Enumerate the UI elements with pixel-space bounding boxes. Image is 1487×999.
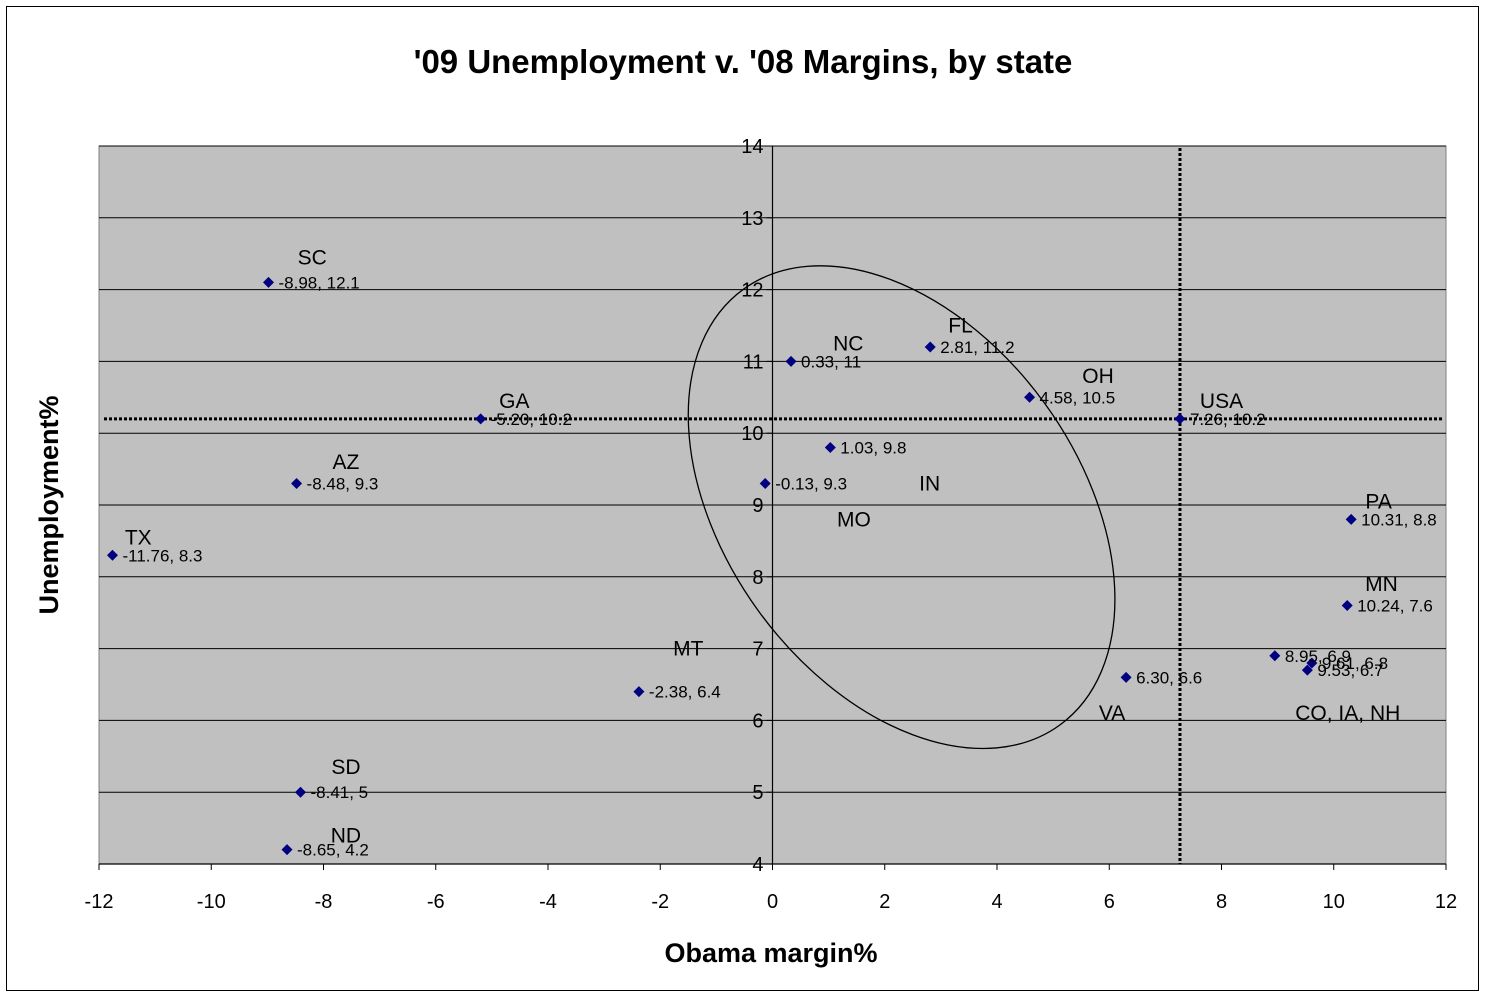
x-tick-label: 4 xyxy=(991,891,1002,913)
data-label: 8.95, 6.9 xyxy=(1285,647,1351,666)
state-label: NC xyxy=(833,332,863,355)
data-label: -8.41, 5 xyxy=(310,783,368,802)
data-label: -8.98, 12.1 xyxy=(278,273,359,292)
axes xyxy=(98,145,1447,870)
data-label: 1.03, 9.8 xyxy=(840,439,906,458)
y-tick-label: 13 xyxy=(741,208,763,230)
data-point xyxy=(1301,664,1313,676)
state-label: VA xyxy=(1099,702,1125,725)
data-point xyxy=(1306,657,1318,669)
state-label: MN xyxy=(1365,573,1398,596)
data-point xyxy=(1174,413,1186,425)
state-label: MO xyxy=(837,508,871,531)
x-tick-label: -4 xyxy=(539,891,557,913)
data-label: 9.53, 6.7 xyxy=(1317,661,1383,680)
y-tick-label: 10 xyxy=(741,423,763,445)
y-tick-label: 8 xyxy=(752,567,763,589)
y-tick-label: 11 xyxy=(743,351,764,373)
data-label: 0.33, 11 xyxy=(801,352,861,371)
data-label: 10.24, 7.6 xyxy=(1357,597,1433,616)
data-point xyxy=(1345,513,1357,525)
state-label: PA xyxy=(1365,490,1391,513)
data-point xyxy=(281,844,293,856)
state-label: ND xyxy=(331,824,361,847)
x-tick-label: -10 xyxy=(197,891,226,913)
data-label: -11.76, 8.3 xyxy=(122,546,202,565)
x-axis-title: Obama margin% xyxy=(664,938,877,968)
x-tick-label: -6 xyxy=(427,891,445,913)
data-label: 2.81, 11.2 xyxy=(940,338,1014,357)
data-label: 9.61, 6.8 xyxy=(1322,654,1388,673)
y-tick-label: 6 xyxy=(752,710,763,732)
state-annotations: SC GA AZ TX SD ND MT NC FL OH IN MO USA PA MN VA CO, IA,… xyxy=(125,246,1400,847)
state-label: OH xyxy=(1082,365,1114,388)
x-tick-label: -12 xyxy=(85,891,114,913)
data-point xyxy=(759,477,771,489)
state-label: AZ xyxy=(333,451,360,474)
data-point xyxy=(1269,650,1281,662)
data-label: -8.48, 9.3 xyxy=(307,474,379,493)
reference-lines xyxy=(104,148,1444,864)
data-label: 4.58, 10.5 xyxy=(1040,388,1116,407)
data-point xyxy=(1341,600,1353,612)
data-point xyxy=(824,442,836,454)
x-tick-label: -8 xyxy=(315,891,333,913)
data-label: -0.13, 9.3 xyxy=(775,474,847,493)
y-tick-label: 7 xyxy=(752,639,763,661)
y-tick-label: 9 xyxy=(752,495,763,517)
state-label: IN xyxy=(919,472,940,495)
x-tick-label: 8 xyxy=(1216,891,1227,913)
data-point xyxy=(1024,391,1036,403)
y-tick-label: 5 xyxy=(752,782,763,804)
data-label: -5.20, 10.2 xyxy=(491,410,572,429)
x-tick-label: 0 xyxy=(767,891,778,913)
data-point xyxy=(1120,671,1132,683)
state-label: GA xyxy=(499,390,529,413)
data-label: 7.26, 10.2 xyxy=(1190,410,1266,429)
data-point xyxy=(785,355,797,367)
state-label: MT xyxy=(673,638,703,661)
data-point xyxy=(262,276,274,288)
data-label: 10.31, 8.8 xyxy=(1361,510,1437,529)
y-axis-title: Unemployment% xyxy=(34,395,64,614)
state-label: SD xyxy=(331,756,360,779)
y-tick-label: 4 xyxy=(752,854,763,876)
state-label: FL xyxy=(948,315,973,338)
x-tick-label: 12 xyxy=(1435,891,1457,913)
data-points xyxy=(106,276,1357,856)
data-point xyxy=(294,786,306,798)
ellipse-outline xyxy=(687,265,1116,750)
state-label: CO, IA, NH xyxy=(1295,702,1400,725)
state-label: USA xyxy=(1200,390,1243,413)
data-point xyxy=(291,477,303,489)
highlight-ellipse xyxy=(687,265,1116,750)
chart-title: '09 Unemployment v. '08 Margins, by stat… xyxy=(414,43,1073,80)
y-tick-labels: 4 5 6 7 8 9 10 11 12 13 14 xyxy=(741,136,763,876)
point-labels: -8.98, 12.1 -5.20, 10.2 -8.48, 9.3 -11.76, … xyxy=(122,273,1436,859)
x-tick-label: 6 xyxy=(1104,891,1115,913)
data-point xyxy=(475,413,487,425)
data-label: -8.65, 4.2 xyxy=(297,841,369,860)
y-tick-label: 14 xyxy=(741,136,763,158)
x-tick-label: -2 xyxy=(651,891,669,913)
data-point xyxy=(924,341,936,353)
x-tick-labels: -12 -10 -8 -6 -4 -2 0 2 4 6 8 10 12 xyxy=(85,891,1458,913)
y-tick-label: 12 xyxy=(741,280,763,302)
state-label: SC xyxy=(298,246,327,269)
data-label: -2.38, 6.4 xyxy=(649,683,721,702)
x-tick-label: 2 xyxy=(879,891,890,913)
x-tick-label: 10 xyxy=(1323,891,1345,913)
data-point xyxy=(106,549,118,561)
data-label: 6.30, 6.6 xyxy=(1136,668,1202,687)
state-label: TX xyxy=(125,526,152,549)
data-point xyxy=(633,686,645,698)
